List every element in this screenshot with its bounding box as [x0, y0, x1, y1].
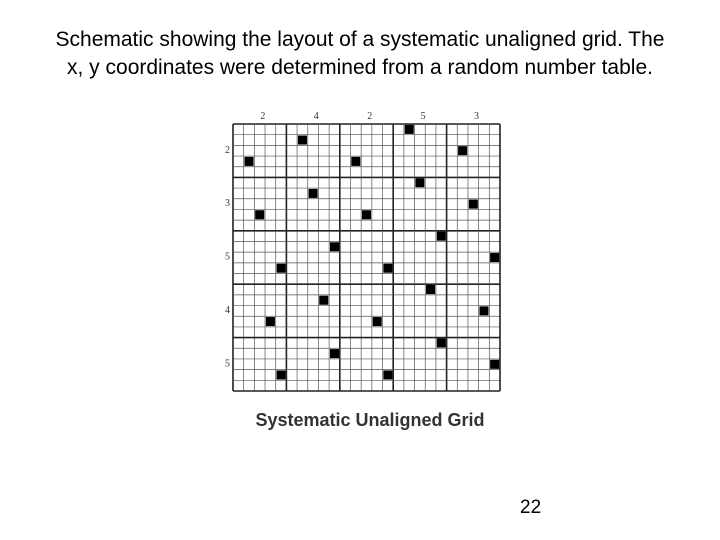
sample-point — [351, 156, 361, 166]
sample-point — [329, 349, 339, 359]
sample-point — [436, 231, 446, 241]
row-label: 2 — [225, 145, 230, 156]
sample-point — [383, 370, 393, 380]
column-label: 2 — [367, 111, 372, 122]
column-label: 3 — [474, 111, 479, 122]
sample-point — [319, 295, 329, 305]
row-label: 5 — [225, 252, 230, 263]
sample-point — [361, 210, 372, 220]
sample-point — [265, 317, 275, 327]
column-label: 4 — [314, 111, 319, 122]
slide-title: Schematic showing the layout of a system… — [55, 28, 665, 79]
sample-point — [276, 263, 286, 273]
row-label: 3 — [225, 198, 230, 209]
column-label: 2 — [260, 111, 265, 122]
sample-point — [383, 263, 393, 273]
grid-caption: Systematic Unaligned Grid — [255, 410, 484, 430]
sample-point — [255, 210, 265, 220]
sample-point — [436, 338, 446, 348]
sample-point — [276, 370, 286, 380]
row-label: 4 — [225, 305, 230, 316]
row-label: 5 — [225, 358, 230, 369]
sample-point — [297, 135, 307, 145]
page-number: 22 — [520, 497, 542, 518]
sample-point — [458, 146, 468, 156]
sample-point — [468, 199, 478, 209]
sample-point — [372, 317, 382, 327]
column-label: 5 — [421, 111, 426, 122]
sample-point — [308, 188, 318, 198]
sample-point — [479, 306, 489, 316]
sample-point — [244, 156, 254, 166]
sample-point — [490, 359, 500, 369]
sample-point — [490, 252, 500, 263]
sample-point — [329, 242, 339, 252]
sample-point — [426, 285, 436, 295]
sample-point — [404, 124, 414, 134]
sample-point — [415, 178, 425, 188]
